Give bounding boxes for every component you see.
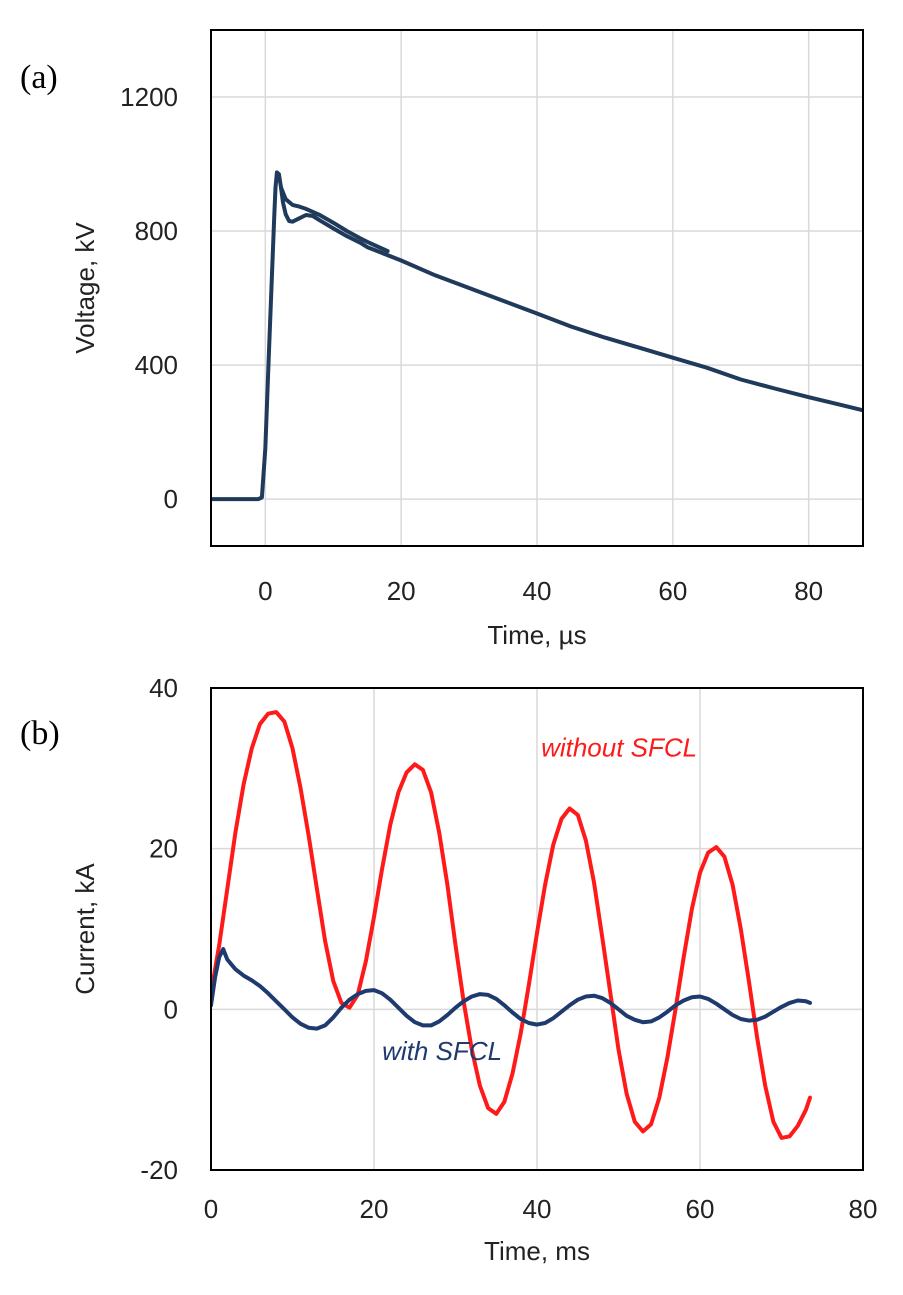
chart-a-x-tick-label: 60 [658, 576, 687, 606]
chart-b-series-line-2 [211, 947, 812, 1031]
chart-b-x-tick-label: 40 [523, 1194, 552, 1224]
chart-b-x-tick-label: 80 [849, 1194, 878, 1224]
chart-a-plot-frame [210, 29, 864, 547]
chart-b-panel-label: (b) [20, 715, 60, 752]
chart-b-y-axis-label: Current, kA [70, 863, 100, 995]
chart-a-series-line-2 [279, 185, 390, 254]
chart-a-x-tick-label: 80 [794, 576, 823, 606]
chart-b-y-tick-label: -20 [140, 1155, 178, 1185]
chart-b-annotation: without SFCL [541, 732, 697, 762]
chart-b-annotation: with SFCL [382, 1036, 502, 1066]
chart-a-x-tick-label: 20 [387, 576, 416, 606]
chart-a-panel-label: (a) [20, 59, 58, 96]
chart-b-series-line-1 [211, 710, 812, 1140]
chart-a-series-line-1 [211, 170, 863, 502]
chart-b-plot-frame [210, 687, 864, 1171]
chart-a-y-tick-label: 800 [135, 216, 178, 246]
chart-a-y-tick-label: 1200 [120, 82, 178, 112]
chart-b-y-tick-label: 0 [164, 994, 178, 1024]
chart-a-y-axis-label: Voltage, kV [70, 222, 100, 354]
chart-b-y-tick-label: 40 [149, 673, 178, 703]
chart-b-x-axis-label: Time, ms [484, 1236, 590, 1266]
chart-b-x-tick-label: 60 [686, 1194, 715, 1224]
chart-b-x-tick-label: 0 [204, 1194, 218, 1224]
chart-a-x-axis-label: Time, µs [487, 620, 586, 650]
chart-a-y-tick-label: 0 [164, 484, 178, 514]
chart-a-x-tick-label: 0 [258, 576, 272, 606]
chart-a-y-tick-label: 400 [135, 350, 178, 380]
chart-b-y-tick-label: 20 [149, 834, 178, 864]
chart-b-x-tick-label: 20 [360, 1194, 389, 1224]
chart-a-x-tick-label: 40 [523, 576, 552, 606]
